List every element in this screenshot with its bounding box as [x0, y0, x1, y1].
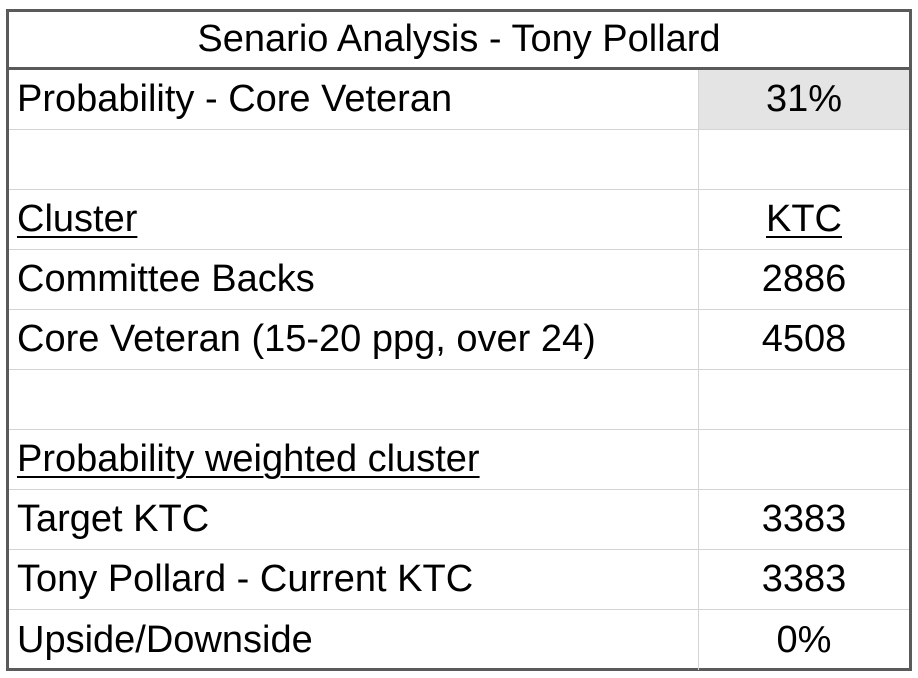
cell-weighted-cluster-header[interactable]: Probability weighted cluster [9, 430, 699, 489]
cell-cluster-header[interactable]: Cluster [9, 190, 699, 249]
table-row-current-ktc: Tony Pollard - Current KTC 3383 [9, 550, 909, 610]
table-row-empty-1 [9, 130, 909, 190]
cell-core-veteran-label[interactable]: Core Veteran (15-20 ppg, over 24) [9, 310, 699, 369]
cell-empty-label[interactable] [9, 370, 699, 429]
cell-target-ktc-label[interactable]: Target KTC [9, 490, 699, 549]
table-row-target-ktc: Target KTC 3383 [9, 490, 909, 550]
cell-empty-label[interactable] [9, 130, 699, 189]
cell-core-veteran-value[interactable]: 4508 [761, 318, 847, 360]
table-row-probability: Probability - Core Veteran 31% [9, 70, 909, 130]
cell-committee-backs-label[interactable]: Committee Backs [9, 250, 699, 309]
table-row-committee-backs: Committee Backs 2886 [9, 250, 909, 310]
table-row-upside-downside: Upside/Downside 0% [9, 610, 909, 670]
cell-upside-downside-value[interactable]: 0% [776, 618, 832, 661]
cell-weighted-cluster-value[interactable] [699, 430, 909, 489]
table-row-core-veteran: Core Veteran (15-20 ppg, over 24) 4508 [9, 310, 909, 370]
cell-probability-label[interactable]: Probability - Core Veteran [9, 70, 699, 129]
table-row-empty-2 [9, 370, 909, 430]
cell-ktc-header[interactable]: KTC [766, 198, 842, 240]
table-title-cell[interactable]: Senario Analysis - Tony Pollard [9, 12, 909, 70]
cell-current-ktc-label[interactable]: Tony Pollard - Current KTC [9, 550, 699, 609]
cell-upside-downside-label[interactable]: Upside/Downside [9, 610, 699, 670]
cell-empty-value[interactable] [699, 370, 909, 429]
spreadsheet-table: Senario Analysis - Tony Pollard Probabil… [6, 9, 912, 671]
cell-probability-value[interactable]: 31% [699, 70, 909, 129]
table-row-weighted-header: Probability weighted cluster [9, 430, 909, 490]
cell-empty-value[interactable] [699, 130, 909, 189]
cell-committee-backs-value[interactable]: 2886 [761, 258, 847, 300]
cell-current-ktc-value[interactable]: 3383 [761, 558, 847, 600]
table-title: Senario Analysis - Tony Pollard [197, 18, 721, 60]
cell-target-ktc-value[interactable]: 3383 [761, 498, 847, 540]
table-row-cluster-header: Cluster KTC [9, 190, 909, 250]
